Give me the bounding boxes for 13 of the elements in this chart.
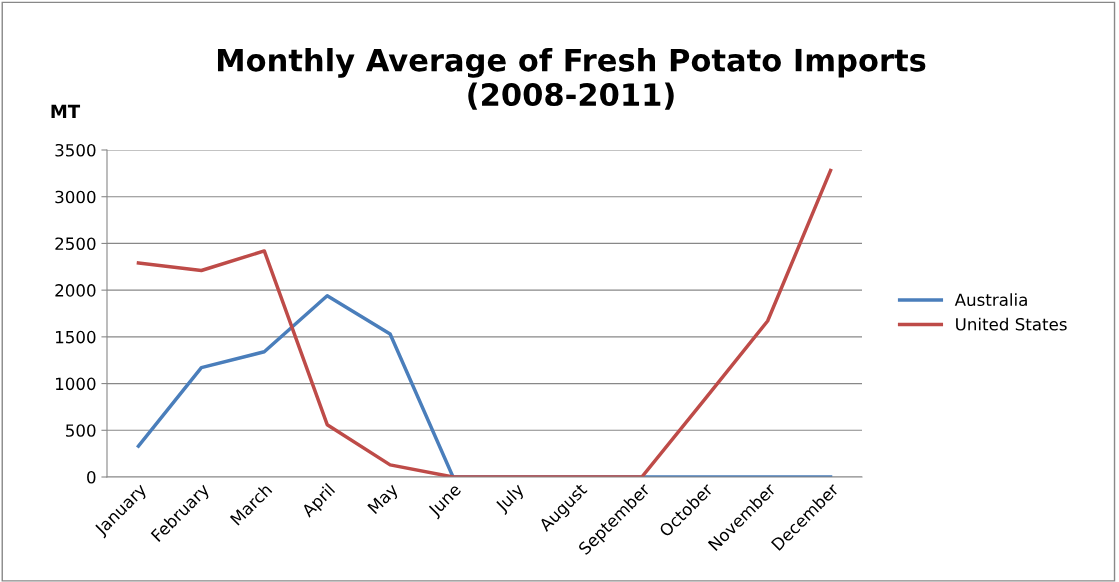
- y-tick-label: 500: [66, 424, 96, 437]
- y-tick-label: 2000: [55, 284, 96, 297]
- y-tick-label: 3000: [55, 190, 96, 204]
- legend-label: United States: [956, 317, 1067, 331]
- y-tick-label: 1000: [56, 377, 96, 391]
- y-tick-label: 3500: [55, 143, 96, 157]
- y-tick-label: 0: [87, 470, 96, 484]
- y-tick-label: 1500: [56, 330, 96, 344]
- y-tick-label: 2500: [55, 237, 96, 250]
- line-series: [136, 168, 833, 477]
- chart-title: Monthly Average of Fresh Potato Imports (2008-2011): [217, 47, 926, 110]
- legend-label: Australia: [954, 293, 1027, 307]
- y-axis-title: MT: [51, 104, 81, 118]
